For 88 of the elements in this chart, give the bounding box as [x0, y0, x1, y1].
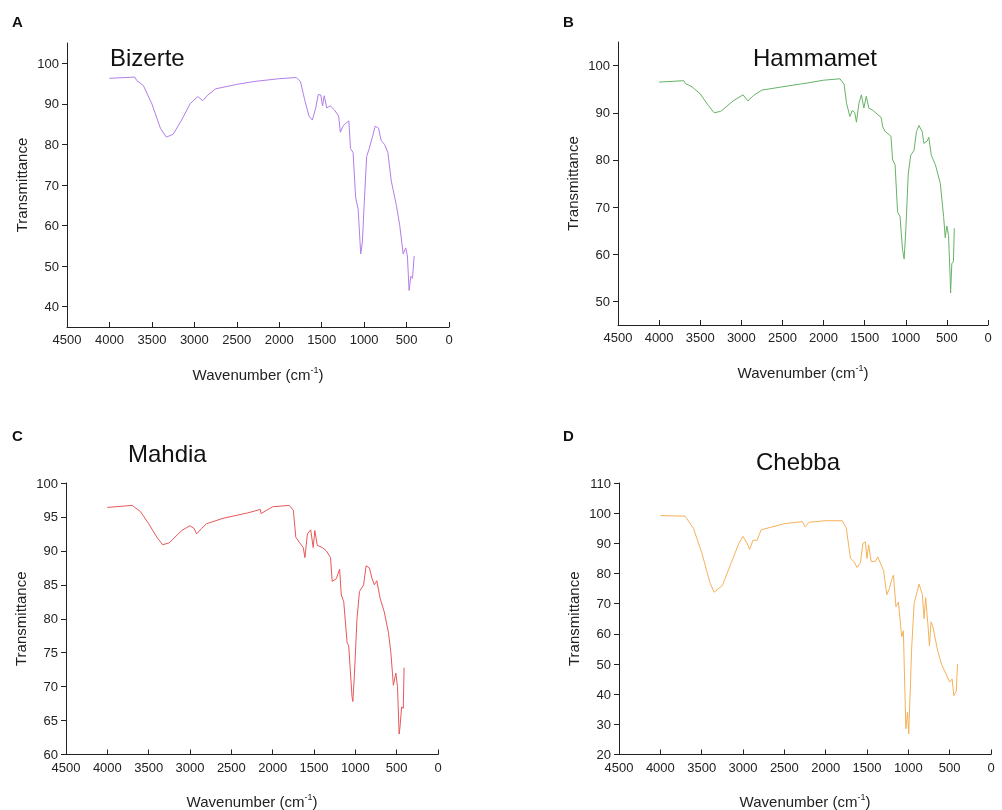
y-axis-title: Transmittance	[13, 137, 30, 233]
chart-title: Mahdia	[128, 439, 208, 467]
x-tick-label: 3000	[726, 330, 756, 345]
x-tick-label: 3500	[687, 759, 717, 775]
text: D	[563, 427, 574, 444]
x-tick-label: 2000	[811, 759, 841, 775]
x-tick-label: 4500	[603, 330, 633, 345]
x-tick-label: 4500	[52, 332, 82, 347]
x-tick-label: 0	[984, 330, 992, 345]
y-tick-label: 50	[596, 656, 611, 672]
y-tick-label: 70	[595, 199, 610, 215]
chart-title: Chebba	[755, 447, 841, 475]
x-tick-label: 3000	[728, 759, 758, 775]
y-tick-label: 80	[595, 152, 610, 168]
x-tick-label: 500	[385, 759, 408, 775]
y-tick-label: 80	[596, 566, 611, 581]
chart-title: Hammamet	[752, 43, 878, 71]
x-tick-label: 1000	[340, 759, 370, 775]
x-tick-label: 1500	[307, 332, 337, 347]
x-tick-label: 3500	[134, 759, 164, 775]
x-tick-label: 2500	[222, 332, 252, 347]
x-tick-label: 1000	[891, 330, 921, 345]
x-tick-label: 1000	[349, 332, 379, 347]
x-tick-label: 3000	[179, 332, 209, 347]
x-tick-label: 1000	[893, 759, 923, 775]
y-tick-label: 90	[596, 535, 611, 551]
x-tick-label: 3000	[175, 759, 205, 775]
y-tick-label: 65	[43, 713, 58, 729]
y-tick-label: 40	[44, 299, 59, 315]
y-tick-label: 100	[37, 55, 59, 71]
y-tick-label: 30	[596, 716, 611, 732]
y-tick-label: 60	[43, 747, 58, 762]
y-tick-label: 70	[44, 177, 59, 193]
x-tick-label: 3500	[137, 332, 167, 347]
text: A	[12, 13, 23, 30]
y-tick-label: 50	[595, 293, 610, 309]
line-series	[658, 78, 955, 294]
line-series	[108, 76, 415, 291]
x-tick-label: 4000	[94, 332, 124, 347]
x-tick-label: 500	[936, 330, 958, 345]
x-tick-label: 4000	[92, 759, 122, 775]
x-tick-label: 4000	[645, 759, 675, 775]
line-series	[106, 504, 405, 735]
line-series	[659, 515, 959, 735]
x-tick-label: 2000	[264, 332, 294, 347]
x-tick-label: 4500	[51, 759, 81, 775]
y-tick-label: 80	[43, 611, 58, 627]
y-tick-label: 90	[43, 543, 58, 559]
y-tick-label: 80	[44, 136, 59, 152]
x-tick-label: 500	[938, 759, 961, 775]
y-tick-label: 60	[596, 626, 611, 642]
y-axis-title: Transmittance	[12, 571, 29, 666]
y-tick-label: 110	[590, 475, 611, 491]
x-tick-label: 2500	[767, 330, 797, 345]
x-tick-label: 0	[987, 759, 995, 775]
y-tick-label: 50	[44, 258, 59, 274]
x-tick-label: 3500	[685, 330, 715, 345]
text: B	[563, 13, 574, 30]
y-tick-label: 20	[596, 747, 611, 762]
x-tick-label: 4500	[604, 759, 634, 775]
x-tick-label: 1500	[852, 759, 882, 775]
x-tick-label: 1500	[299, 759, 329, 775]
x-tick-label: 2500	[216, 759, 246, 775]
x-tick-label: 1500	[850, 330, 880, 345]
y-tick-label: 70	[43, 679, 58, 695]
y-tick-label: 40	[596, 686, 611, 702]
text: C	[12, 427, 23, 444]
x-tick-label: 500	[395, 332, 418, 347]
y-tick-label: 100	[589, 505, 611, 521]
y-tick-label: 60	[595, 246, 610, 262]
y-tick-label: 95	[43, 509, 58, 525]
x-tick-label: 2000	[258, 759, 288, 775]
y-tick-label: 85	[43, 577, 58, 593]
y-tick-label: 90	[595, 105, 610, 121]
y-axis-title: Transmittance	[565, 571, 582, 666]
y-tick-label: 60	[44, 218, 59, 234]
chart-title: Bizerte	[110, 43, 185, 71]
x-tick-label: 4000	[644, 330, 674, 345]
x-tick-label: 0	[434, 759, 442, 775]
y-tick-label: 100	[588, 58, 610, 74]
x-tick-label: 0	[445, 332, 453, 347]
x-tick-label: 2500	[769, 759, 799, 775]
y-tick-label: 70	[596, 596, 611, 612]
y-tick-label: 90	[44, 96, 59, 112]
y-tick-label: 100	[36, 475, 58, 491]
x-tick-label: 2000	[809, 330, 839, 345]
y-tick-label: 75	[43, 645, 58, 661]
y-axis-title: Transmittance	[564, 136, 581, 231]
